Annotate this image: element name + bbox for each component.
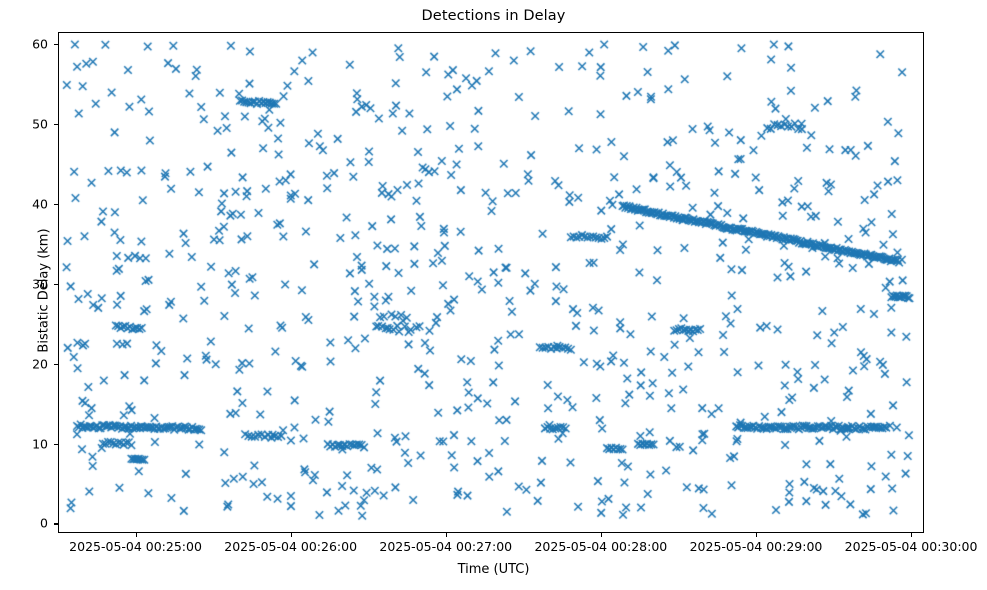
x-tick-label: 2025-05-04 00:27:00: [379, 539, 513, 554]
x-tick-label: 2025-05-04 00:26:00: [224, 539, 358, 554]
y-tick-mark: [54, 123, 58, 125]
page-title: Detections in Delay: [421, 8, 566, 24]
x-tick-label: 2025-05-04 00:28:00: [534, 539, 668, 554]
x-tick-mark: [135, 533, 137, 537]
y-tick-label: 20: [32, 356, 48, 372]
y-tick-mark: [54, 43, 58, 46]
x-tick-mark: [290, 533, 292, 537]
x-tick-mark: [600, 533, 602, 537]
y-tick-mark: [54, 443, 58, 445]
y-tick-label: 50: [32, 116, 48, 132]
x-tick-label: 2025-05-04 00:25:00: [69, 539, 202, 554]
x-tick-mark: [911, 533, 913, 537]
y-tick-mark: [54, 283, 58, 285]
x-tick-label: 2025-05-04 00:30:00: [844, 539, 978, 554]
x-tick-label: 2025-05-04 00:29:00: [689, 539, 823, 554]
y-tick-label: 60: [32, 36, 48, 52]
y-tick-mark: [54, 523, 58, 525]
y-tick-mark: [54, 203, 58, 205]
scatter-points-layer: [59, 33, 923, 532]
y-axis-label: Bistatic Delay (km): [36, 228, 52, 353]
plot-area[interactable]: [58, 32, 924, 533]
y-tick-label: 30: [32, 276, 48, 292]
x-tick-mark: [445, 533, 447, 537]
x-tick-mark: [755, 533, 758, 537]
y-tick-mark: [54, 363, 58, 365]
x-axis-label: Time (UTC): [457, 562, 530, 577]
y-tick-label: 40: [32, 196, 48, 212]
y-tick-label: 10: [32, 436, 48, 451]
y-tick-label: 0: [40, 515, 48, 531]
